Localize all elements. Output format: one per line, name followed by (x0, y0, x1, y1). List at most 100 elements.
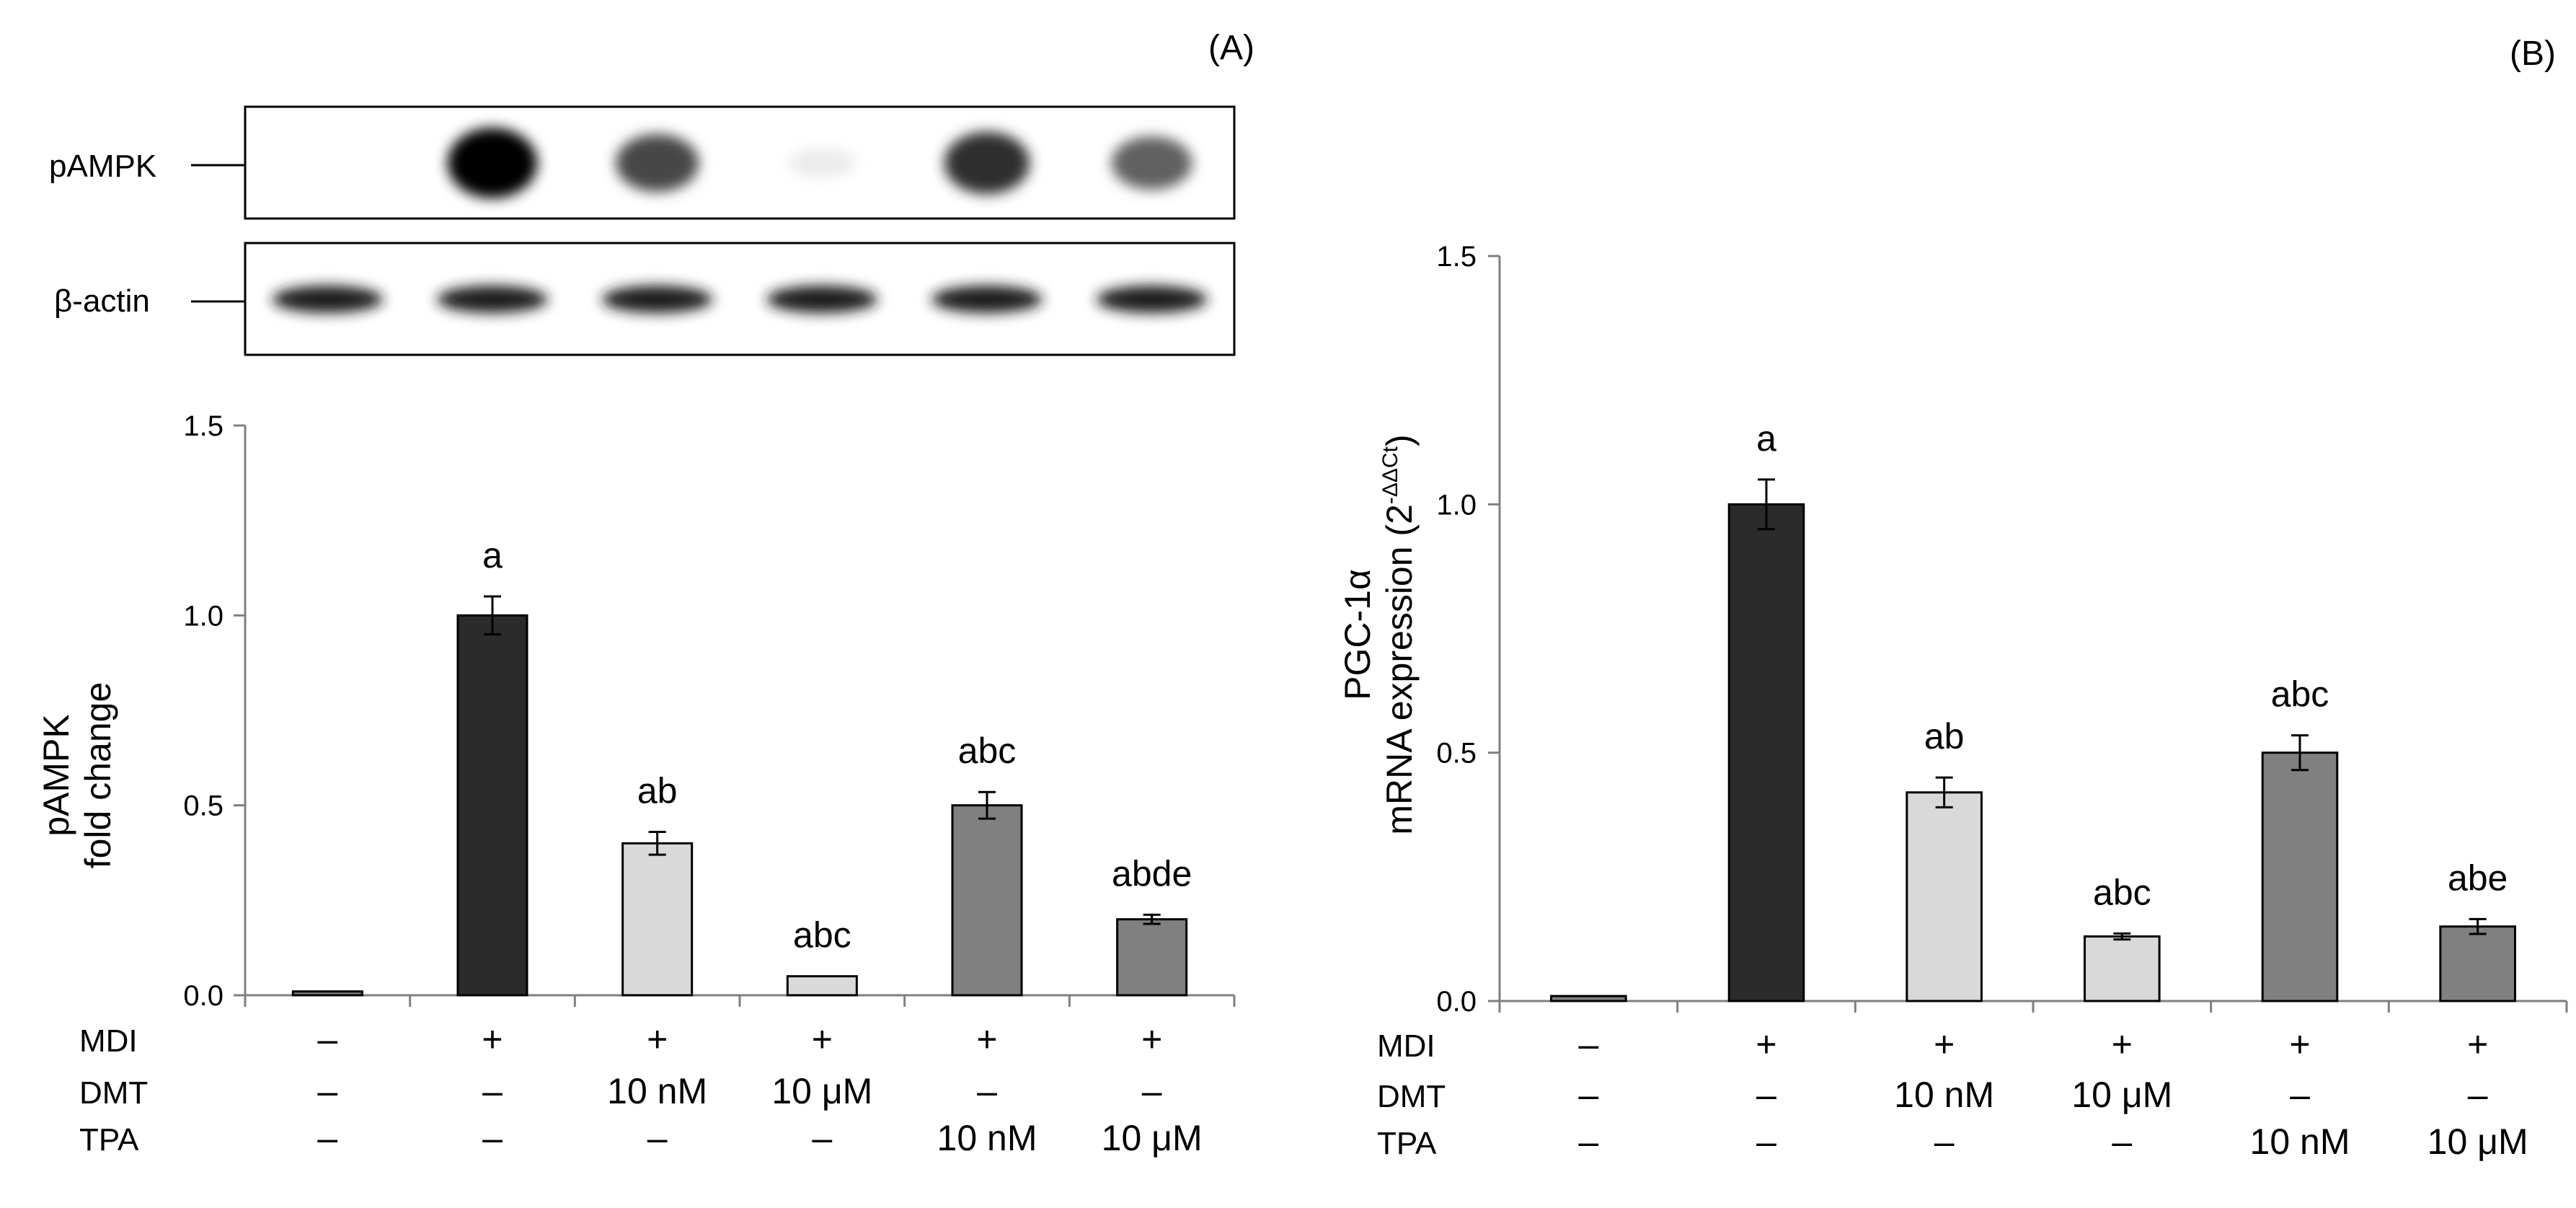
blot-band (766, 286, 878, 313)
condition-value: + (2467, 1024, 2488, 1064)
blot-band (931, 286, 1043, 313)
chart-a-conditions: MDI – + + + + + DMT – – 10 nM 10 μM – – TPA – – – – 10 nM 10… (79, 1019, 1203, 1158)
condition-value: – (977, 1071, 997, 1111)
condition-value: – (647, 1118, 668, 1158)
chart-a: 0.0 0.5 1.0 1.5 a ab abc abc abde MDI – + + + + + DMT –… (36, 410, 1236, 1158)
chart-b-ylabel: PGC-1α mRNA expression (2-ΔΔCt) (1337, 434, 1420, 834)
blot-band (1111, 136, 1192, 190)
bar (786, 975, 858, 997)
chart-b-ylabel-line1: PGC-1α (1337, 569, 1378, 700)
significance-label: abc (2093, 872, 2151, 912)
chart-b-ylabel-main: mRNA expression (2 (1379, 504, 1420, 835)
condition-value: + (812, 1019, 833, 1059)
condition-value: – (482, 1071, 503, 1111)
bar (1550, 995, 1627, 1002)
condition-value: – (1578, 1075, 1598, 1115)
significance-label: ab (637, 771, 678, 811)
blot-band (447, 128, 538, 198)
condition-value: + (976, 1019, 997, 1059)
y-tick-label: 1.0 (183, 600, 223, 632)
condition-value: – (2468, 1075, 2488, 1115)
error-bar (2113, 932, 2131, 941)
bar (1727, 503, 1805, 1002)
condition-label: TPA (1377, 1126, 1437, 1161)
y-tick-label: 0.0 (1436, 986, 1477, 1018)
chart-a-bars (291, 614, 1188, 997)
condition-value: – (2112, 1121, 2132, 1162)
condition-value: – (1578, 1024, 1598, 1064)
significance-label: a (482, 535, 503, 576)
western-blot: pAMPK β-actin (49, 105, 1236, 356)
condition-value: + (1756, 1024, 1776, 1064)
bar (2439, 925, 2516, 1002)
condition-value: – (1934, 1121, 1955, 1162)
condition-value: 10 μM (2427, 1121, 2528, 1162)
blot-band (944, 131, 1030, 195)
condition-value: + (482, 1019, 503, 1059)
chart-b-conditions: MDI – + + + + + DMT – – 10 nM 10 μM – – TPA – – – – 10 nM 10… (1377, 1024, 2528, 1162)
chart-b: 0.0 0.5 1.0 1.5 a ab abc abc abe MDI – + + + + + DMT – –… (1337, 241, 2568, 1162)
significance-label: ab (1924, 716, 1965, 757)
blot-label-pampk: pAMPK (49, 149, 156, 184)
condition-value: – (317, 1118, 337, 1158)
blot-band (437, 286, 548, 313)
panel-b-label: (B) (2510, 35, 2556, 73)
condition-value: – (812, 1118, 832, 1158)
condition-value: – (317, 1071, 337, 1111)
error-bar (484, 595, 501, 636)
y-tick-label: 1.5 (1436, 241, 1477, 273)
condition-value: – (2290, 1075, 2310, 1115)
chart-a-ylabel: pAMPK fold change (36, 682, 118, 869)
bar (2261, 751, 2339, 1002)
chart-b-ylabel-line2: mRNA expression (2-ΔΔCt) (1378, 434, 1420, 834)
significance-label: abe (2448, 857, 2508, 898)
condition-value: + (1934, 1024, 1955, 1064)
condition-value: – (317, 1019, 337, 1059)
condition-value: 10 nM (1894, 1075, 1994, 1115)
condition-value: + (1141, 1019, 1162, 1059)
error-bar (978, 790, 996, 820)
bar (1116, 918, 1188, 997)
error-bar (2291, 734, 2309, 772)
condition-value: + (647, 1019, 668, 1059)
chart-a-ylabel-line2: fold change (78, 682, 118, 869)
condition-value: 10 μM (2071, 1075, 2172, 1115)
blot-band (615, 133, 699, 193)
significance-label: abc (793, 915, 851, 956)
condition-value: 10 μM (1102, 1118, 1203, 1158)
bar (621, 842, 694, 997)
significance-label: a (1756, 418, 1776, 459)
chart-a-ylabel-line1: pAMPK (36, 714, 76, 837)
condition-label: MDI (79, 1023, 138, 1059)
bar (456, 614, 528, 997)
condition-value: 10 nM (2250, 1121, 2350, 1162)
chart-a-axes: 0.0 0.5 1.0 1.5 (183, 410, 1236, 1012)
condition-label: DMT (79, 1075, 148, 1111)
blot-frame-actin (244, 242, 1236, 356)
blot-band (788, 148, 857, 178)
condition-label: TPA (79, 1122, 139, 1158)
y-tick-label: 1.0 (1436, 489, 1477, 521)
significance-label: abc (2271, 674, 2329, 715)
bar (291, 990, 363, 997)
y-tick-label: 0.0 (183, 980, 223, 1012)
chart-b-ylabel-end: ) (1379, 434, 1420, 446)
y-tick-label: 0.5 (1436, 738, 1477, 770)
error-bar (2469, 917, 2487, 935)
blot-band (601, 286, 713, 313)
chart-b-ylabel-sup: -ΔΔCt (1378, 446, 1402, 504)
condition-value: – (1756, 1075, 1776, 1115)
chart-b-axes: 0.0 0.5 1.0 1.5 (1436, 241, 2568, 1018)
blot-band (1096, 286, 1208, 313)
chart-a-annotations: a ab abc abc abde (482, 535, 1192, 956)
bar (951, 804, 1023, 997)
bar (2084, 935, 2161, 1002)
y-tick-label: 0.5 (183, 790, 223, 822)
chart-b-error-bars (1758, 478, 2487, 941)
bar (1906, 791, 1983, 1002)
condition-label: DMT (1377, 1079, 1446, 1114)
condition-value: – (1142, 1071, 1162, 1111)
condition-value: – (482, 1118, 503, 1158)
blot-frame-pampk (244, 105, 1236, 220)
significance-label: abde (1112, 853, 1192, 894)
